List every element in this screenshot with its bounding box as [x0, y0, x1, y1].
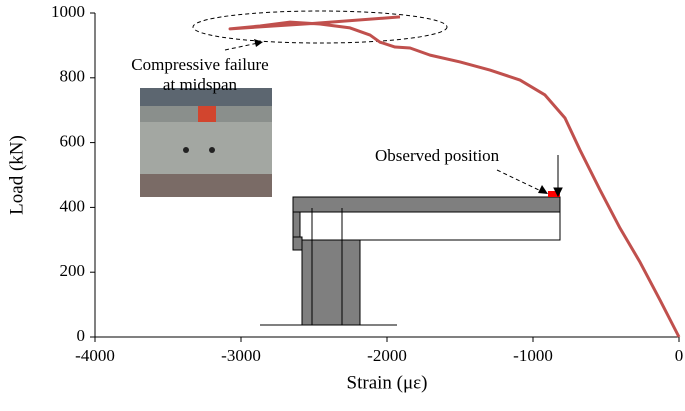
arrow: [496, 169, 544, 193]
x-tick-label: -1000: [513, 346, 553, 365]
y-tick-label: 400: [60, 196, 86, 215]
photo: [140, 88, 272, 197]
x-tick-label: 0: [675, 346, 684, 365]
y-tick-label: 600: [60, 132, 86, 151]
arrow: [224, 42, 259, 51]
x-tick-label: -2000: [367, 346, 407, 365]
annotation: Compressive failure: [131, 55, 268, 74]
data-line: [228, 15, 681, 338]
arrow-head: [254, 39, 263, 47]
ellipse: [192, 10, 448, 44]
x-axis-label: Strain (με): [347, 372, 428, 393]
section-diagram: [260, 155, 563, 326]
y-tick-label: 0: [77, 326, 86, 345]
x-tick-label: -4000: [75, 346, 115, 365]
arrow-head: [538, 185, 548, 194]
y-tick-label: 200: [60, 261, 86, 280]
annotation: at midspan: [163, 75, 238, 94]
y-axis-label: Load (kN): [6, 135, 27, 215]
y-tick-label: 800: [60, 67, 86, 86]
x-tick-label: -3000: [221, 346, 261, 365]
annotation: Observed position: [375, 146, 500, 165]
y-tick-label: 1000: [51, 2, 85, 21]
